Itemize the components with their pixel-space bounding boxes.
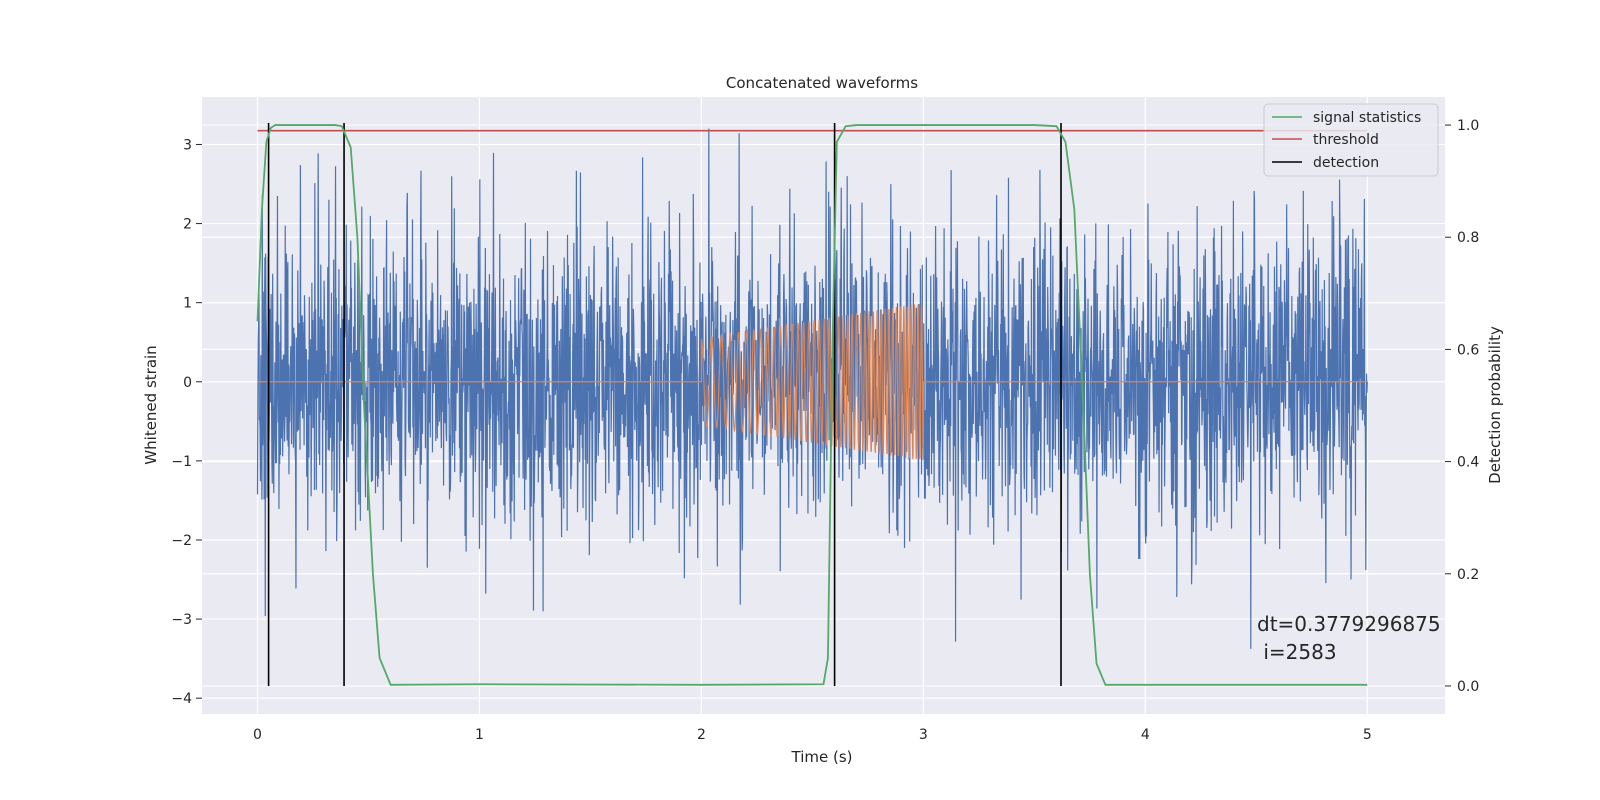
annotation-dt: dt=0.3779296875: [1257, 612, 1441, 636]
y2-axis-label: Detection probability: [1486, 326, 1504, 484]
y2-tick-label: 1.0: [1457, 118, 1479, 134]
legend-label-detection: detection: [1313, 155, 1379, 171]
y2-tick-label: 0.4: [1457, 455, 1479, 471]
noise-line: [256, 128, 1368, 649]
y2-tick-label: 0.0: [1457, 679, 1479, 695]
y-tick-label: −1: [171, 454, 192, 470]
y-tick-label: 1: [183, 296, 192, 312]
signal-statistics-line: [256, 124, 1368, 686]
injection-line: [257, 304, 1368, 460]
series-whitened-strain: [256, 128, 1368, 649]
series-injected-waveform: [257, 304, 1368, 460]
y-tick-label: 2: [183, 217, 192, 233]
y-tick-label: −4: [171, 691, 192, 707]
y2-tick-label: 0.2: [1457, 567, 1479, 583]
x-tick-label: 0: [253, 727, 262, 743]
legend-label-threshold: threshold: [1313, 132, 1379, 148]
legend: signal statistics threshold detection: [1263, 103, 1439, 177]
x-tick-label: 1: [475, 727, 484, 743]
y-tick-label: −2: [171, 533, 192, 549]
x-tick-label: 5: [1363, 727, 1372, 743]
legend-box: [1263, 103, 1439, 177]
y-tick-label: 3: [183, 137, 192, 153]
x-tick-label: 4: [1141, 727, 1150, 743]
y-axis-ticks: 3 2 1 0 −1 −2 −3 −4: [171, 137, 202, 707]
chart-title: Concatenated waveforms: [726, 74, 918, 92]
y-tick-label: 0: [183, 375, 192, 391]
y2-tick-label: 0.8: [1457, 230, 1479, 246]
x-tick-label: 2: [697, 727, 706, 743]
y-axis-label: Whitened strain: [142, 345, 160, 464]
x-axis-ticks: 0 1 2 3 4 5: [253, 727, 1372, 743]
x-tick-label: 3: [919, 727, 928, 743]
series-signal-statistics: [256, 124, 1368, 686]
legend-label-signal-statistics: signal statistics: [1313, 110, 1421, 126]
y2-tick-label: 0.6: [1457, 342, 1479, 358]
y2-axis-ticks: 1.0 0.8 0.6 0.4 0.2 0.0: [1445, 118, 1479, 695]
x-axis-label: Time (s): [791, 748, 853, 766]
annotation-index: i=2583: [1257, 640, 1337, 664]
y-tick-label: −3: [171, 612, 192, 628]
